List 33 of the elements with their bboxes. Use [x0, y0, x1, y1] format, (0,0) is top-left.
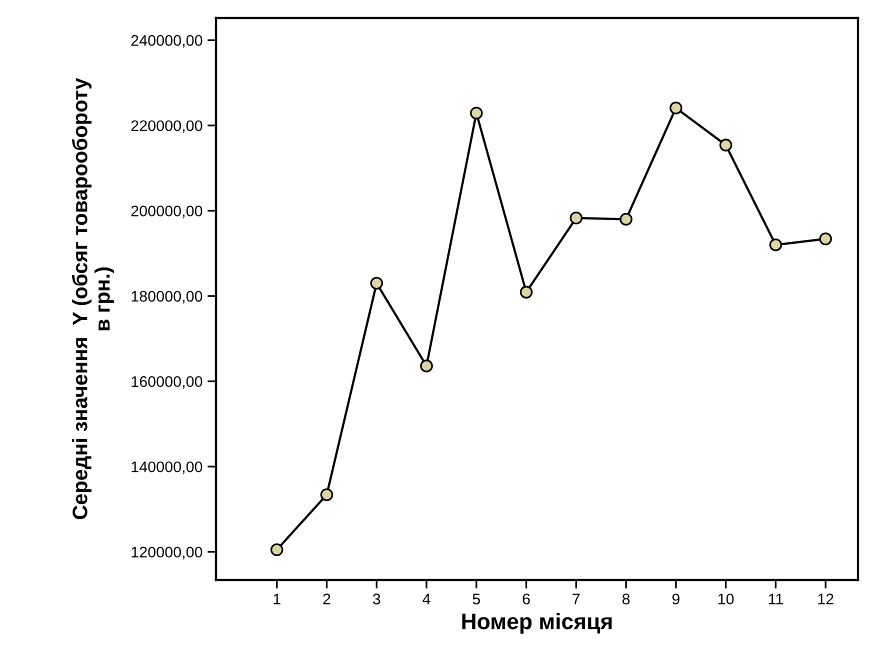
point — [470, 106, 483, 120]
point — [719, 138, 732, 152]
y-axis-title: Середні значення Y (обсяг товарообороту в грн.) — [72, 78, 114, 520]
y-tick-label: 240000,00 — [131, 35, 202, 48]
x-tick-label: 11 — [768, 594, 783, 604]
x-tick-label: 8 — [622, 594, 630, 604]
y-tick-label: 120000,00 — [132, 546, 202, 560]
x-tick-label: 2 — [323, 594, 330, 604]
y-tick-label: 160000,00 — [132, 376, 202, 389]
y-tick-label: 140000,00 — [132, 461, 202, 474]
y-tick-label: 220000,00 — [131, 120, 202, 133]
x-tick-label: 6 — [522, 594, 530, 604]
x-tick-label: 7 — [572, 594, 580, 604]
x-axis-title: Номер місяця — [462, 612, 612, 634]
point — [520, 286, 533, 299]
point — [270, 543, 284, 556]
x-tick-label: 10 — [718, 594, 734, 604]
point — [370, 276, 384, 290]
x-tick-label: 12 — [818, 594, 834, 604]
point — [420, 360, 433, 372]
y-tick-label: 200000,00 — [131, 206, 202, 218]
point — [670, 102, 682, 114]
point — [769, 238, 782, 252]
point — [620, 212, 632, 226]
x-tick-label: 1 — [274, 594, 280, 604]
x-tick-label: 9 — [672, 594, 680, 604]
x-tick-label: 4 — [422, 594, 430, 604]
x-tick-label: 5 — [472, 594, 480, 604]
x-tick-label: 3 — [372, 594, 380, 604]
point — [570, 212, 583, 224]
y-tick-label: 180000,00 — [132, 290, 202, 304]
point — [819, 232, 832, 246]
point — [320, 488, 334, 502]
